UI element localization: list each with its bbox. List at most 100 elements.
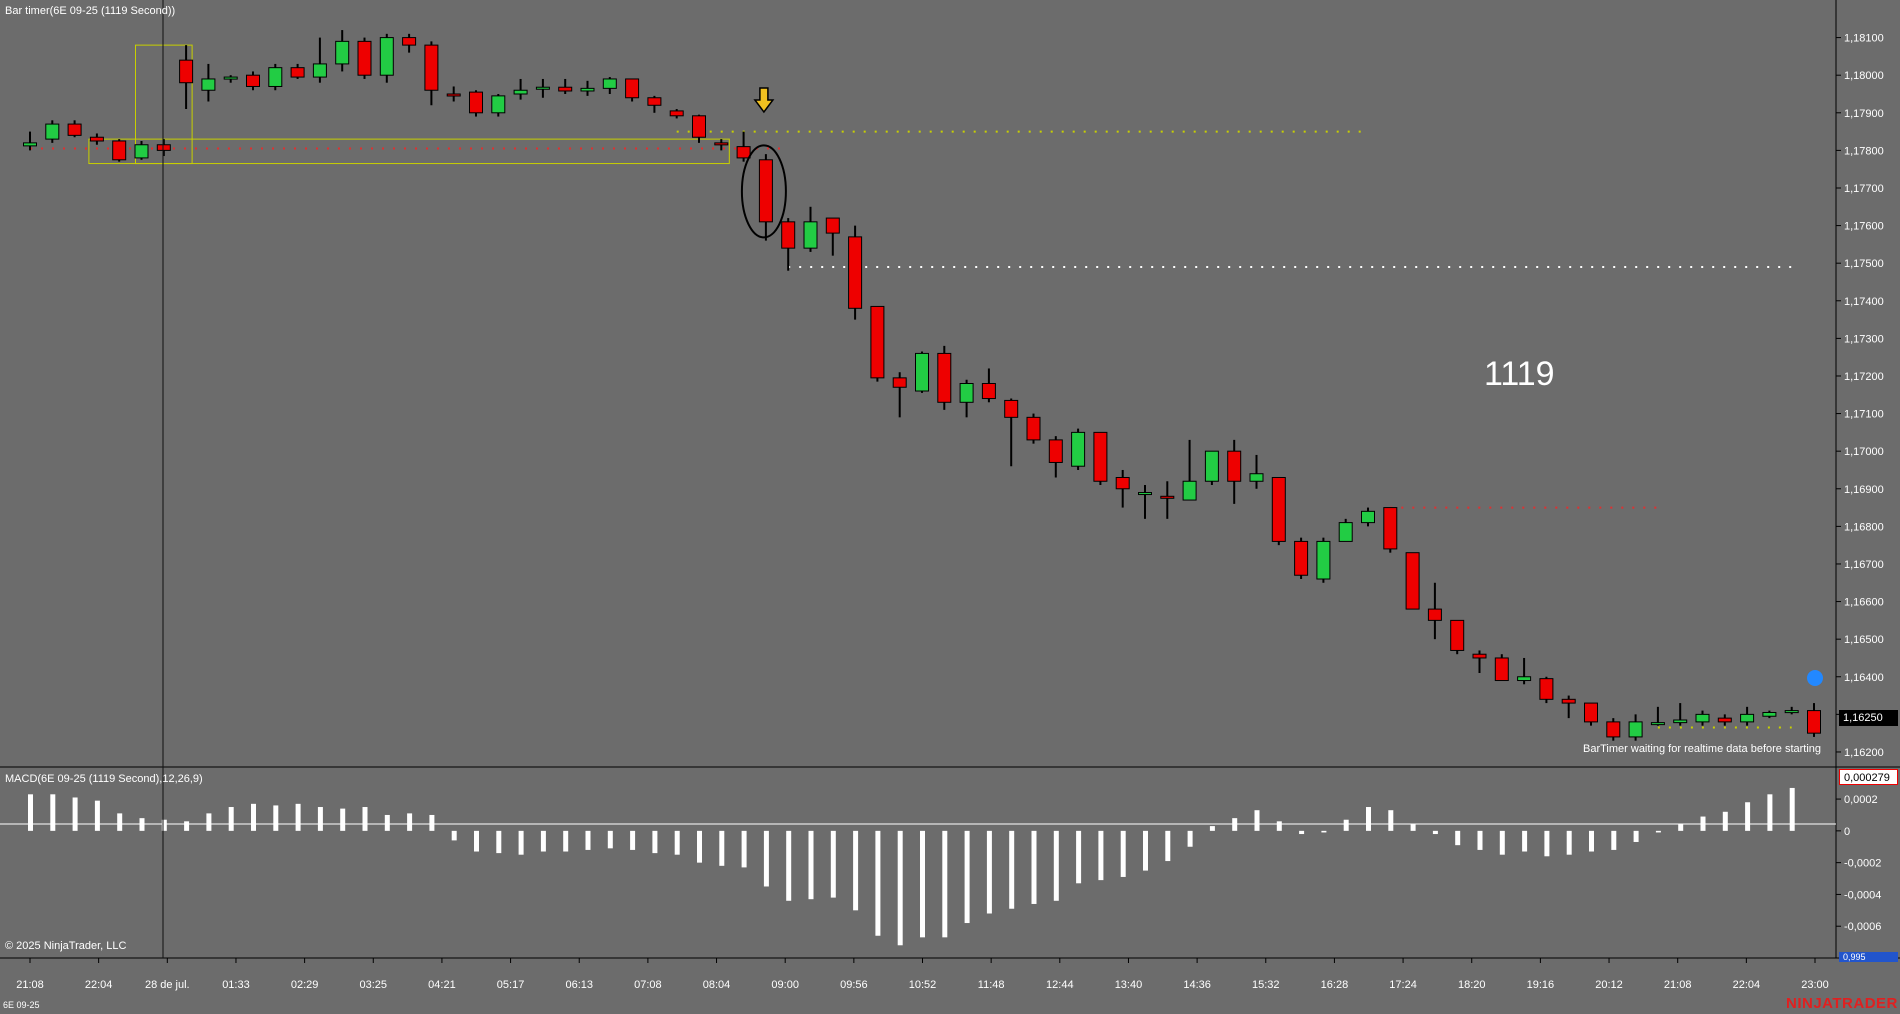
- price-tick-label: 1,18100: [1844, 33, 1884, 45]
- range-boxes: [88, 44, 730, 165]
- bar-timer-value: 1119: [1484, 355, 1555, 393]
- time-tick-label: 18:20: [1458, 979, 1486, 991]
- macd-bar: [117, 813, 123, 831]
- macd-bar: [1299, 830, 1305, 835]
- candle-up: [602, 78, 617, 89]
- macd-bar: [1076, 830, 1082, 884]
- macd-tick-label: -0,0002: [1844, 858, 1881, 870]
- time-tick-label: 01:33: [222, 979, 250, 991]
- candle-down: [781, 221, 796, 249]
- macd-bar: [1209, 826, 1215, 831]
- candle-down: [625, 78, 640, 99]
- candle-down: [669, 110, 684, 117]
- chart-title: Bar timer(6E 09-25 (1119 Second)): [5, 5, 176, 17]
- macd-bar: [897, 830, 903, 946]
- current-price-badge: 1,16250: [1839, 710, 1898, 726]
- macd-bar: [607, 830, 613, 849]
- candle-down: [89, 136, 104, 142]
- candle-down: [112, 140, 127, 161]
- macd-bar: [228, 807, 234, 831]
- price-tick-label: 1,17100: [1844, 409, 1884, 421]
- copyright-notice: © 2025 NinjaTrader, LLC: [5, 940, 127, 952]
- candle-up: [1695, 713, 1710, 723]
- macd-bar: [786, 830, 792, 901]
- macd-bar: [1789, 787, 1795, 831]
- candle-down: [1561, 698, 1576, 704]
- candle-up: [803, 221, 818, 249]
- candle-up: [1338, 522, 1353, 542]
- macd-bar: [1366, 807, 1371, 831]
- candle-up: [23, 142, 37, 147]
- bartimer-status: BarTimer waiting for realtime data befor…: [1583, 743, 1822, 755]
- candle-down: [1584, 702, 1598, 723]
- candle-down: [67, 123, 82, 136]
- time-tick-label: 02:29: [291, 979, 319, 991]
- time-tick-label: 21:08: [16, 979, 44, 991]
- macd-bar: [1009, 830, 1015, 909]
- candle-up: [1784, 710, 1799, 714]
- candle-up: [1249, 473, 1264, 482]
- candle-up: [1316, 540, 1331, 580]
- macd-bar: [50, 794, 56, 831]
- macd-bar: [1611, 830, 1617, 850]
- macd-bar: [563, 830, 569, 852]
- macd-bar: [1098, 830, 1104, 881]
- candle-down: [246, 74, 260, 87]
- macd-bar: [1343, 819, 1349, 831]
- price-tick-label: 1,16400: [1844, 672, 1884, 684]
- price-tick-label: 1,16600: [1844, 597, 1884, 609]
- candle-up: [1517, 676, 1532, 682]
- candle-down: [1405, 552, 1420, 610]
- macd-bar: [1276, 821, 1282, 831]
- candle-up: [268, 67, 283, 87]
- macd-axis[interactable]: 0,0002 0 -0,0002 -0,0004 -0,0006: [1836, 794, 1881, 933]
- macd-bar: [273, 805, 279, 831]
- candle-up: [1182, 480, 1197, 501]
- time-tick-label: 28 de jul.: [145, 979, 190, 991]
- candle-up: [491, 95, 506, 114]
- macd-bar: [1767, 794, 1773, 831]
- candle-down: [424, 44, 439, 91]
- candle-down: [758, 159, 773, 223]
- candle-up: [1673, 719, 1688, 724]
- current-macd-badge: 0,000279: [1839, 769, 1898, 785]
- candle-up: [1204, 450, 1219, 482]
- macd-histogram: [28, 787, 1795, 946]
- candle-down: [1048, 439, 1063, 463]
- candle-down: [1160, 495, 1175, 499]
- candle-down: [402, 37, 417, 46]
- candle-down: [1026, 416, 1041, 441]
- macd-bar: [875, 830, 881, 936]
- level-lines: [30, 130, 1792, 729]
- candle-down: [647, 97, 662, 106]
- instrument-tag: 6E 09-25: [3, 1000, 40, 1010]
- macd-bar: [1321, 830, 1327, 833]
- macd-bar: [1143, 830, 1148, 871]
- time-axis[interactable]: 21:08 22:04 28 de jul. 01:33 02:29 03:25 04:21…: [16, 958, 1829, 991]
- time-tick-label: 22:04: [1733, 979, 1761, 991]
- candle-down: [870, 305, 885, 379]
- price-tick-label: 1,17300: [1844, 333, 1884, 345]
- time-tick-label: 08:04: [703, 979, 731, 991]
- macd-bar: [830, 830, 836, 898]
- candlestick-series: [23, 30, 1821, 741]
- candle-down: [1539, 678, 1554, 700]
- macd-bar: [652, 830, 658, 854]
- time-tick-label: 03:25: [360, 979, 388, 991]
- price-tick-label: 1,16200: [1844, 747, 1884, 759]
- macd-bar: [407, 813, 413, 831]
- macd-tick-label: -0,0006: [1844, 921, 1881, 933]
- macd-tick-label: 0,0002: [1844, 794, 1878, 806]
- time-tick-label: 22:04: [85, 979, 113, 991]
- macd-bar: [741, 830, 747, 868]
- price-axis[interactable]: 1,18100 1,18000 1,17900 1,17800 1,17700 1,176…: [1836, 33, 1884, 759]
- session-range-box: [88, 138, 730, 165]
- ninjatrader-logo: NINJATRADER: [1786, 995, 1898, 1012]
- price-tick-label: 1,17800: [1844, 145, 1884, 157]
- candle-up: [379, 37, 394, 76]
- candle-up: [1138, 492, 1152, 496]
- time-tick-label: 05:17: [497, 979, 525, 991]
- candle-down: [981, 383, 996, 400]
